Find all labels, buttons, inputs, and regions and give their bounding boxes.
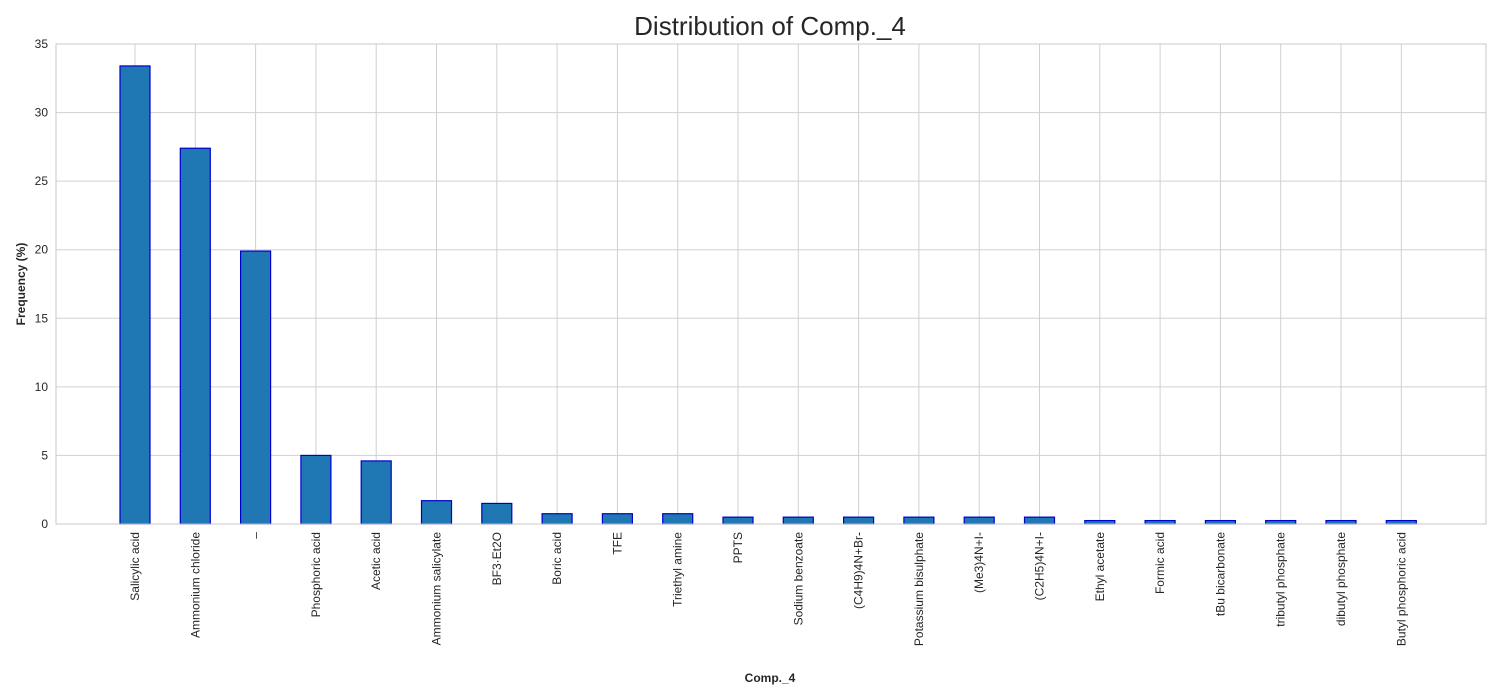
x-tick-label: BF3·Et2O [490,532,504,585]
y-tick-label: 10 [35,380,49,394]
x-tick-labels: Salicylic acid Ammonium chloride – Phosphor… [128,532,1408,646]
bar-15 [1023,516,1056,525]
x-tick-label: TFE [610,532,624,555]
x-tick-label: (C2H5)4N+I- [1033,532,1047,600]
bar-14 [963,516,995,525]
bar-3 [300,454,332,525]
x-tick-label: dibutyl phosphate [1334,532,1348,626]
x-axis-label: Comp._4 [745,671,796,685]
x-tick-label: Ethyl acetate [1093,532,1107,602]
bar-19 [1265,519,1297,525]
bar-9 [662,513,694,525]
plot-frame [55,43,1487,525]
x-tick-label: Phosphoric acid [309,532,323,617]
x-tick-label: Formic acid [1153,532,1167,594]
bar-7 [541,513,573,525]
x-tick-label: Triethyl amine [671,532,685,607]
bar-21 [1385,519,1417,525]
x-tick-label: – [249,532,263,539]
bar-20 [1325,519,1357,525]
x-tick-label: (C4H9)4N+Br- [852,532,866,609]
x-tick-label: (Me3)4N+I- [972,532,986,593]
bar-8 [601,513,634,525]
y-tick-label: 35 [35,37,49,51]
y-tick-labels: 0 5 10 15 20 25 30 35 [35,37,49,531]
y-tick-label: 0 [41,517,48,531]
bar-17 [1144,519,1176,525]
bar-12 [842,516,875,525]
y-tick-label: 30 [35,106,49,120]
bar-6 [481,502,513,525]
bar-4 [360,460,392,525]
y-tick-label: 15 [35,311,49,325]
x-tick-label: Potassium bisulphate [912,532,926,646]
x-tick-label: tributyl phosphate [1274,532,1288,627]
x-tick-label: Acetic acid [369,532,383,590]
bar-5 [420,500,453,525]
x-tick-label: Ammonium salicylate [430,532,444,646]
bar-1 [179,147,211,525]
bar-16 [1084,519,1116,525]
bars-group [119,65,1417,525]
y-tick-label: 20 [35,243,49,257]
x-tick-label: Butyl phosphoric acid [1394,532,1408,646]
x-tick-label: Ammonium chloride [188,532,202,638]
x-tick-label: Sodium benzoate [791,532,805,626]
bar-10 [722,516,754,525]
bar-13 [903,516,935,525]
x-tick-label: Boric acid [550,532,564,585]
grid-lines [56,43,1486,525]
chart-title: Distribution of Comp._4 [634,11,906,41]
bar-0 [119,65,151,525]
bar-11 [782,516,814,525]
x-tick-label: tBu bicarbonate [1213,532,1227,616]
bar-2 [240,250,272,525]
y-tick-label: 25 [35,174,49,188]
x-tick-label: Salicylic acid [128,532,142,601]
y-axis-label: Frequency (%) [14,243,28,326]
x-tick-label: PPTS [731,532,745,563]
bar-18 [1204,519,1237,525]
y-tick-label: 5 [41,448,48,462]
